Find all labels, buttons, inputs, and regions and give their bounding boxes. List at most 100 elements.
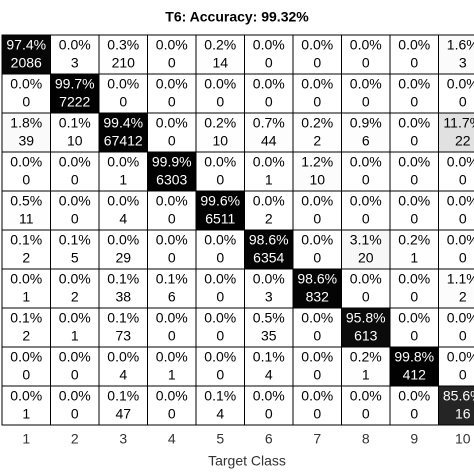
cell-percent: 0.0% xyxy=(350,154,382,170)
cell xyxy=(195,73,245,114)
cell-count: 613 xyxy=(354,328,378,344)
cell-percent: 0.0% xyxy=(253,76,285,92)
cell-count: 6 xyxy=(168,289,176,305)
cell-count: 0 xyxy=(313,55,321,71)
cell-count: 4 xyxy=(216,406,224,422)
cell xyxy=(389,112,439,153)
cell-percent: 0.0% xyxy=(253,271,285,287)
cell-count: 412 xyxy=(403,367,427,383)
cell-count: 0 xyxy=(71,406,79,422)
cell-percent: 0.3% xyxy=(107,37,139,53)
cell-percent: 95.8% xyxy=(346,310,386,326)
cell-percent: 0.1% xyxy=(204,388,236,404)
cell-percent: 0.0% xyxy=(350,193,382,209)
cell-percent: 0.0% xyxy=(107,193,139,209)
cell-count: 0 xyxy=(71,211,79,227)
cell-percent: 0.0% xyxy=(156,115,188,131)
cell xyxy=(1,385,51,426)
cell-count: 6354 xyxy=(253,250,284,266)
x-tick-label: 7 xyxy=(313,431,321,447)
cell-count: 0 xyxy=(119,94,127,110)
cell-percent: 0.2% xyxy=(301,115,333,131)
cell xyxy=(98,190,148,231)
cell-percent: 0.0% xyxy=(107,232,139,248)
cell-count: 0 xyxy=(410,133,418,149)
cell-percent: 0.0% xyxy=(156,232,188,248)
cell-percent: 0.0% xyxy=(204,232,236,248)
cell xyxy=(244,268,294,309)
cell-count: 0 xyxy=(216,172,224,188)
cell-percent: 98.6% xyxy=(297,271,337,287)
cell-percent: 0.5% xyxy=(253,310,285,326)
cell-percent: 0.0% xyxy=(10,271,42,287)
cell-count: 0 xyxy=(71,367,79,383)
cell-percent: 0.2% xyxy=(398,232,430,248)
cell-count: 0 xyxy=(313,211,321,227)
cell-count: 0 xyxy=(22,367,30,383)
cell-percent: 0.1% xyxy=(156,271,188,287)
cell-count: 38 xyxy=(115,289,131,305)
cell xyxy=(195,385,245,426)
cell-count: 0 xyxy=(362,406,370,422)
cell-count: 6511 xyxy=(205,211,235,227)
cell-count: 10 xyxy=(309,172,325,188)
cell xyxy=(244,190,294,231)
cell-count: 0 xyxy=(216,289,224,305)
cell xyxy=(1,112,51,153)
cell-percent: 0.0% xyxy=(204,271,236,287)
cell-count: 0 xyxy=(362,289,370,305)
cell xyxy=(341,229,391,270)
cell-percent: 0.0% xyxy=(59,271,91,287)
cell-percent: 0.1% xyxy=(107,388,139,404)
cell xyxy=(50,34,100,75)
cell-count: 0 xyxy=(168,211,176,227)
cell-percent: 0.0% xyxy=(398,193,430,209)
cell-count: 2 xyxy=(313,133,321,149)
cell-percent: 0.2% xyxy=(350,349,382,365)
cell-count: 0 xyxy=(362,172,370,188)
cell-count: 47 xyxy=(115,406,131,422)
x-tick-label: 1 xyxy=(22,431,30,447)
cell-count: 0 xyxy=(459,367,467,383)
cell-percent: 0.0% xyxy=(59,388,91,404)
cell-percent: 0.0% xyxy=(301,388,333,404)
cell-count: 0 xyxy=(265,406,273,422)
x-tick-label: 3 xyxy=(119,431,127,447)
cell xyxy=(244,385,294,426)
cell-percent: 0.0% xyxy=(204,349,236,365)
cell xyxy=(341,190,391,231)
x-axis-label: Target Class xyxy=(208,453,286,469)
cell-count: 1 xyxy=(168,367,176,383)
cell-percent: 0.0% xyxy=(59,154,91,170)
cell xyxy=(292,73,342,114)
cell-count: 0 xyxy=(410,55,418,71)
cell-count: 16 xyxy=(455,406,471,422)
cell-percent: 0.1% xyxy=(10,232,42,248)
cell-percent: 0.0% xyxy=(59,37,91,53)
cell-percent: 85.6% xyxy=(443,388,474,404)
cell-percent: 0.0% xyxy=(204,154,236,170)
cell-count: 10 xyxy=(212,133,228,149)
x-tick-label: 10 xyxy=(455,431,471,447)
cell xyxy=(292,268,342,309)
x-tick-label: 9 xyxy=(410,431,418,447)
cell xyxy=(244,151,294,192)
cell-percent: 0.0% xyxy=(301,310,333,326)
cell xyxy=(244,112,294,153)
x-tick-label: 8 xyxy=(362,431,370,447)
cell-count: 22 xyxy=(455,133,471,149)
cell-percent: 0.0% xyxy=(398,388,430,404)
cell-percent: 0.1% xyxy=(107,271,139,287)
x-tick-label: 2 xyxy=(71,431,79,447)
cell xyxy=(147,112,197,153)
cell-percent: 0.0% xyxy=(107,349,139,365)
cell-count: 2 xyxy=(265,211,273,227)
cell-percent: 0.0% xyxy=(156,310,188,326)
cell-count: 0 xyxy=(265,94,273,110)
cell-percent: 0.0% xyxy=(350,388,382,404)
cell-count: 2 xyxy=(22,328,30,344)
cell-count: 0 xyxy=(71,172,79,188)
cell-percent: 0.0% xyxy=(107,76,139,92)
cell-count: 210 xyxy=(112,55,136,71)
cell-count: 0 xyxy=(459,211,467,227)
